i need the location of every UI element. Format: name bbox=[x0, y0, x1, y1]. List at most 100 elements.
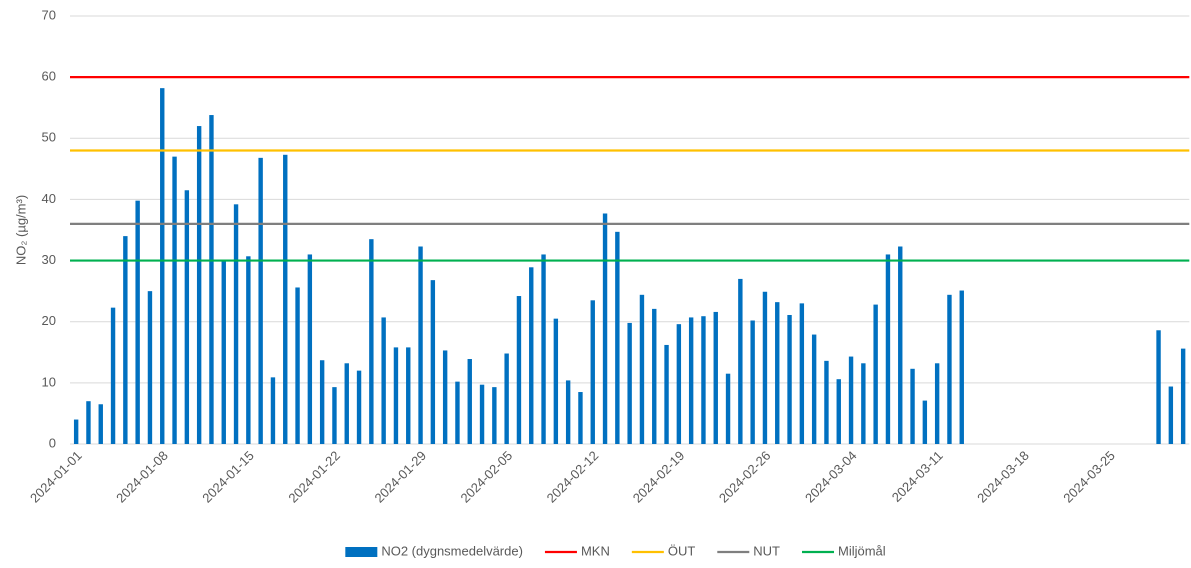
bar bbox=[762, 291, 768, 444]
bar bbox=[602, 213, 608, 444]
bar bbox=[270, 377, 276, 444]
bar bbox=[258, 157, 263, 444]
x-tick-label: 2024-03-25 bbox=[1060, 448, 1118, 506]
bar bbox=[319, 360, 325, 444]
bar bbox=[455, 381, 460, 444]
y-axis-label: NO₂ (µg/m³) bbox=[13, 195, 28, 265]
bar bbox=[910, 368, 915, 444]
bar bbox=[369, 239, 374, 444]
bar bbox=[934, 363, 940, 444]
bar bbox=[221, 260, 226, 444]
y-tick-label: 0 bbox=[49, 435, 56, 450]
bar bbox=[848, 356, 854, 444]
bar bbox=[922, 400, 928, 444]
bar bbox=[725, 373, 731, 444]
bar bbox=[738, 278, 743, 444]
bar bbox=[135, 200, 140, 444]
legend-label: NUT bbox=[753, 543, 780, 558]
y-tick-label: 50 bbox=[42, 130, 56, 145]
bar bbox=[110, 307, 116, 444]
x-tick-label: 2024-01-15 bbox=[199, 448, 257, 506]
y-tick-label: 40 bbox=[42, 191, 56, 206]
x-tick-label: 2024-01-08 bbox=[113, 448, 171, 506]
bar bbox=[516, 296, 522, 444]
x-tick-label: 2024-03-04 bbox=[802, 448, 860, 506]
bar bbox=[775, 302, 780, 444]
bar bbox=[381, 317, 386, 444]
x-tick-label: 2024-01-22 bbox=[285, 448, 343, 506]
bar bbox=[664, 344, 669, 444]
bar bbox=[295, 287, 300, 444]
bar bbox=[344, 363, 349, 444]
bar bbox=[430, 280, 436, 444]
bar bbox=[98, 404, 103, 444]
bar bbox=[1168, 386, 1174, 444]
bar bbox=[160, 88, 165, 445]
bar bbox=[639, 294, 645, 444]
legend: NO2 (dygnsmedelvärde) MKN ÖUT NUT Miljömål bbox=[345, 543, 886, 558]
x-tick-label: 2024-02-26 bbox=[716, 448, 774, 506]
bar bbox=[86, 401, 91, 444]
bar bbox=[123, 236, 128, 444]
bar bbox=[283, 154, 288, 444]
bar bbox=[467, 359, 472, 444]
bar bbox=[799, 303, 805, 444]
bar bbox=[861, 363, 866, 444]
bar bbox=[541, 254, 546, 444]
y-tick-label: 20 bbox=[42, 313, 56, 328]
bar bbox=[750, 320, 755, 444]
bar bbox=[565, 380, 571, 444]
x-tick-label: 2024-03-18 bbox=[974, 448, 1032, 506]
y-tick-label: 70 bbox=[42, 7, 56, 22]
bar bbox=[688, 317, 694, 444]
bar bbox=[824, 360, 829, 444]
bar bbox=[1156, 330, 1161, 444]
bar bbox=[184, 190, 190, 444]
bar bbox=[332, 387, 337, 444]
x-tick-label: 2024-02-12 bbox=[544, 448, 602, 506]
bar bbox=[196, 126, 202, 445]
bar bbox=[147, 291, 153, 444]
bar bbox=[947, 294, 952, 444]
legend-label: Miljömål bbox=[838, 543, 886, 558]
bar bbox=[1180, 348, 1186, 444]
bar bbox=[442, 350, 448, 444]
x-tick-label: 2024-02-19 bbox=[630, 448, 688, 506]
legend-label: NO2 (dygnsmedelvärde) bbox=[381, 543, 523, 558]
y-tick-label: 10 bbox=[42, 374, 56, 389]
bar bbox=[885, 254, 891, 444]
legend-swatch bbox=[345, 547, 378, 557]
x-tick-label: 2024-03-11 bbox=[889, 448, 946, 505]
bar bbox=[873, 304, 878, 444]
y-tick-label: 30 bbox=[42, 252, 56, 267]
x-tick-label: 2024-01-29 bbox=[371, 448, 429, 506]
bar bbox=[787, 314, 792, 444]
bar bbox=[479, 384, 485, 444]
bar bbox=[418, 246, 423, 444]
bar bbox=[356, 370, 362, 444]
y-tick-label: 60 bbox=[42, 69, 56, 84]
legend-label: ÖUT bbox=[668, 543, 696, 558]
bar bbox=[209, 115, 214, 445]
bar bbox=[73, 419, 79, 444]
x-tick-label: 2024-01-01 bbox=[27, 448, 85, 506]
legend-label: MKN bbox=[581, 543, 610, 558]
bar bbox=[590, 300, 595, 444]
bar bbox=[529, 267, 534, 444]
bar bbox=[713, 311, 718, 444]
bar bbox=[959, 290, 964, 444]
bar bbox=[406, 347, 411, 444]
bar bbox=[615, 231, 620, 444]
bar bbox=[393, 347, 399, 444]
bar bbox=[246, 256, 251, 444]
bar bbox=[553, 318, 559, 444]
bar bbox=[504, 353, 509, 444]
bar bbox=[172, 156, 177, 444]
bar bbox=[701, 316, 706, 444]
bar bbox=[627, 322, 632, 444]
bar bbox=[492, 387, 497, 444]
bar bbox=[233, 204, 239, 444]
bar bbox=[836, 379, 841, 444]
bar bbox=[898, 246, 903, 444]
